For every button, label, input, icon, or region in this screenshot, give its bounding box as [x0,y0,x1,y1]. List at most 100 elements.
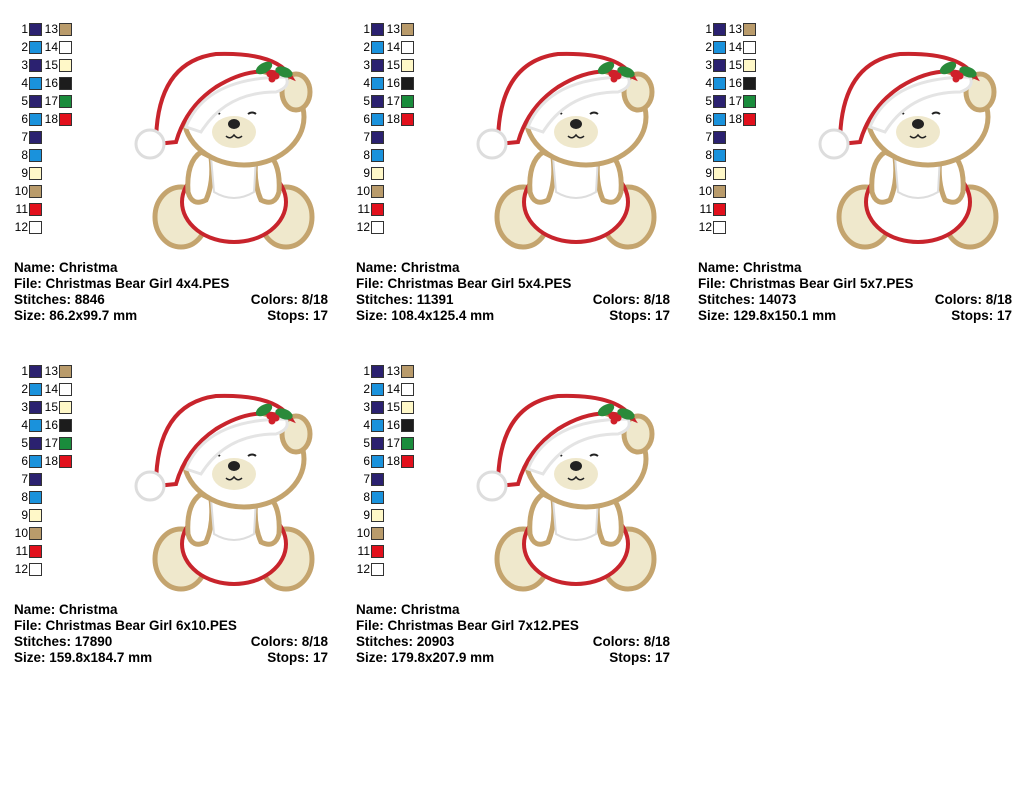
color-number: 9 [705,166,712,180]
palette-row: 16 [42,76,72,90]
design-info: Name: Christma File: Christmas Bear Girl … [14,602,328,666]
color-number: 18 [728,112,742,126]
color-swatch [371,112,384,126]
design-preview [468,32,668,254]
christmas-bear-embroidery-image [818,51,999,250]
color-number: 1 [363,22,370,36]
color-number: 5 [21,436,28,450]
color-number: 13 [44,22,58,36]
color-swatch [401,382,414,396]
palette-row: 4 [14,418,42,432]
palette-row: 12 [14,220,42,234]
color-number: 8 [363,148,370,162]
design-card: 1 2 3 4 5 6 7 8 9 10 11 12 13 14 15 16 17 18 Name: Christ… [14,364,328,684]
color-number: 9 [363,508,370,522]
color-swatch [29,508,42,522]
design-info: Name: Christma File: Christmas Bear Girl … [356,602,670,666]
palette-row: 7 [698,130,726,144]
color-swatch [713,112,726,126]
color-number: 11 [15,544,28,558]
christmas-bear-embroidery-image [134,51,315,250]
color-swatch [29,436,42,450]
color-swatch [713,148,726,162]
stop-count: Stops: 17 [267,308,328,323]
palette-row: 2 [356,40,384,54]
color-swatch [713,202,726,216]
palette-row: 16 [384,76,414,90]
color-count: Colors: 8/18 [250,634,328,649]
design-file: File: Christmas Bear Girl 7x12.PES [356,618,579,633]
palette-row: 2 [14,40,42,54]
color-number: 4 [363,76,370,90]
color-swatch [743,22,756,36]
color-swatch [59,418,72,432]
color-number: 18 [386,112,400,126]
christmas-bear-embroidery-image [476,51,657,250]
design-info: Name: Christma File: Christmas Bear Girl … [356,260,670,324]
color-number: 12 [14,562,28,576]
color-swatch [371,76,384,90]
color-swatch [29,76,42,90]
color-number: 11 [357,544,370,558]
palette-row: 18 [384,454,414,468]
color-swatch [59,58,72,72]
color-swatch [401,454,414,468]
palette-row: 17 [42,94,72,108]
palette-row: 13 [42,364,72,378]
design-preview [126,374,326,596]
stitch-count: Stitches: 20903 [356,634,455,649]
palette-row: 15 [384,400,414,414]
design-name: Name: Christma [14,602,118,617]
color-number: 17 [44,94,58,108]
palette-row: 7 [14,472,42,486]
palette-row: 1 [698,22,726,36]
color-number: 15 [44,58,58,72]
color-swatch [371,148,384,162]
color-swatch [743,76,756,90]
palette-row: 6 [698,112,726,126]
color-number: 17 [44,436,58,450]
palette-row: 5 [14,436,42,450]
palette-row: 10 [356,526,384,540]
color-number: 2 [363,40,370,54]
color-number: 9 [363,166,370,180]
palette-row: 9 [356,166,384,180]
color-swatch [401,436,414,450]
design-name: Name: Christma [356,602,460,617]
color-number: 2 [363,382,370,396]
palette-row: 8 [356,490,384,504]
color-number: 2 [21,40,28,54]
christmas-bear-embroidery-image [134,393,315,592]
color-swatch [29,166,42,180]
design-card: 1 2 3 4 5 6 7 8 9 10 11 12 13 14 15 16 17 18 Name: Christ… [356,22,670,342]
color-number: 14 [44,382,58,396]
color-number: 12 [356,562,370,576]
palette-row: 12 [356,562,384,576]
color-number: 10 [698,184,712,198]
color-swatch [401,58,414,72]
palette-row: 4 [356,418,384,432]
color-swatch [371,382,384,396]
color-swatch [59,382,72,396]
palette-row: 17 [726,94,756,108]
palette-row: 13 [42,22,72,36]
color-swatch [371,472,384,486]
palette-row: 11 [356,544,384,558]
color-number: 16 [44,418,58,432]
palette-row: 1 [14,364,42,378]
palette-row: 10 [14,526,42,540]
palette-row: 3 [356,58,384,72]
color-number: 3 [363,400,370,414]
palette-row: 1 [356,364,384,378]
palette-row: 17 [42,436,72,450]
color-number: 7 [363,130,370,144]
palette-row: 7 [14,130,42,144]
color-swatch [371,94,384,108]
palette-row: 12 [356,220,384,234]
color-swatch [371,508,384,522]
color-swatch [29,22,42,36]
color-swatch [371,202,384,216]
color-swatch [29,562,42,576]
color-swatch [29,58,42,72]
color-number: 18 [386,454,400,468]
